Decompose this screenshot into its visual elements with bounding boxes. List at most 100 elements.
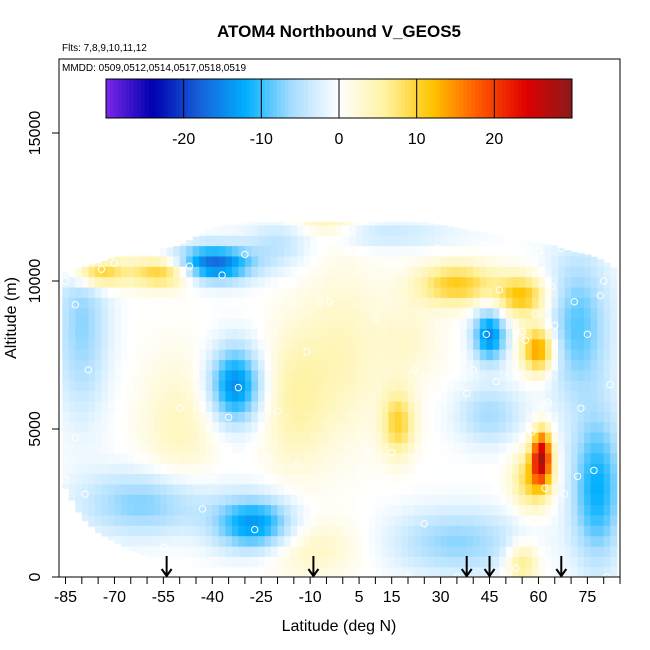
heat-cell	[107, 349, 115, 361]
heat-cell	[199, 245, 207, 257]
heat-cell	[323, 525, 331, 537]
heat-cell	[147, 473, 155, 485]
heat-cell	[551, 276, 559, 288]
heat-cell	[597, 390, 605, 402]
heat-cell	[284, 235, 292, 247]
heat-cell	[505, 349, 513, 361]
heat-cell	[205, 514, 213, 526]
heat-cell	[121, 504, 129, 516]
heat-cell	[68, 380, 76, 392]
heat-cell	[310, 328, 318, 340]
heat-cell	[394, 380, 402, 392]
heat-cell	[75, 380, 83, 392]
heat-cell	[251, 494, 259, 506]
heat-cell	[199, 233, 207, 236]
heat-cell	[244, 566, 252, 578]
heat-cell	[160, 421, 168, 433]
heat-cell	[81, 400, 89, 412]
heat-cell	[492, 297, 500, 309]
heat-cell	[486, 297, 494, 309]
heat-cell	[94, 328, 102, 340]
colorbar-segment	[187, 79, 192, 118]
heat-cell	[473, 266, 481, 278]
heat-cell	[571, 556, 579, 568]
heat-cell	[238, 494, 246, 506]
heat-cell	[179, 432, 187, 443]
heat-cell	[121, 266, 129, 278]
heat-cell	[558, 255, 566, 267]
heat-cell	[153, 463, 161, 474]
heat-cell	[88, 297, 96, 309]
heat-cell	[427, 349, 435, 361]
heat-cell	[512, 359, 520, 371]
heat-cell	[271, 297, 279, 309]
heat-cell	[447, 566, 455, 578]
heat-cell	[434, 297, 442, 309]
heat-cell	[88, 473, 96, 485]
heat-cell	[212, 245, 220, 257]
heat-cell	[284, 328, 292, 340]
heat-cell	[277, 338, 285, 350]
heat-cell	[264, 525, 272, 537]
heat-cell	[597, 349, 605, 361]
heat-cell	[603, 359, 611, 371]
heat-cell	[466, 349, 474, 361]
heat-cell	[388, 224, 396, 236]
heat-cell	[290, 545, 298, 557]
heat-cell	[140, 252, 148, 257]
heat-cell	[134, 473, 142, 485]
heat-cell	[199, 255, 207, 267]
heat-cell	[192, 452, 200, 464]
heat-cell	[460, 318, 468, 329]
heat-cell	[453, 545, 461, 557]
heat-cell	[271, 494, 279, 506]
heat-cell	[421, 535, 429, 547]
heat-cell	[101, 494, 109, 506]
heat-cell	[492, 328, 500, 340]
heat-cell	[88, 504, 96, 516]
heat-cell	[479, 297, 487, 309]
heat-cell	[166, 514, 174, 526]
heat-cell	[88, 494, 96, 506]
heat-cell	[264, 473, 272, 485]
heat-cell	[531, 241, 539, 247]
heat-cell	[179, 359, 187, 371]
heat-cell	[329, 276, 337, 288]
heat-cell	[362, 235, 370, 247]
heat-cell	[166, 473, 174, 485]
heat-cell	[277, 266, 285, 278]
heat-cell	[284, 338, 292, 350]
heat-cell	[153, 276, 161, 288]
heat-cell	[336, 245, 344, 257]
heat-cell	[551, 400, 559, 412]
heat-cell	[303, 255, 311, 267]
heat-cell	[160, 411, 168, 423]
heat-cell	[127, 535, 135, 547]
heat-cell	[466, 235, 474, 247]
heat-cell	[564, 566, 572, 578]
heat-cell	[525, 545, 533, 557]
heat-cell	[173, 266, 181, 278]
heat-cell	[473, 328, 481, 340]
heat-cell	[107, 307, 115, 319]
heat-cell	[310, 390, 318, 402]
heat-cell	[212, 411, 220, 423]
heat-cell	[212, 525, 220, 537]
colorbar-segment	[432, 79, 437, 118]
heat-cell	[238, 338, 246, 350]
heat-cell	[427, 514, 435, 526]
heat-cell	[427, 369, 435, 381]
heat-cell	[277, 411, 285, 423]
colorbar-segment	[397, 79, 402, 118]
colorbar-segment	[272, 79, 278, 118]
heat-cell	[310, 494, 318, 506]
heat-cell	[558, 380, 566, 392]
heat-cell	[336, 400, 344, 412]
heat-cell	[577, 566, 585, 578]
heat-cell	[434, 504, 442, 516]
heat-cell	[75, 400, 83, 412]
heat-cell	[62, 338, 70, 350]
heat-cell	[525, 400, 533, 412]
heat-cell	[179, 369, 187, 381]
heat-cell	[186, 400, 194, 412]
